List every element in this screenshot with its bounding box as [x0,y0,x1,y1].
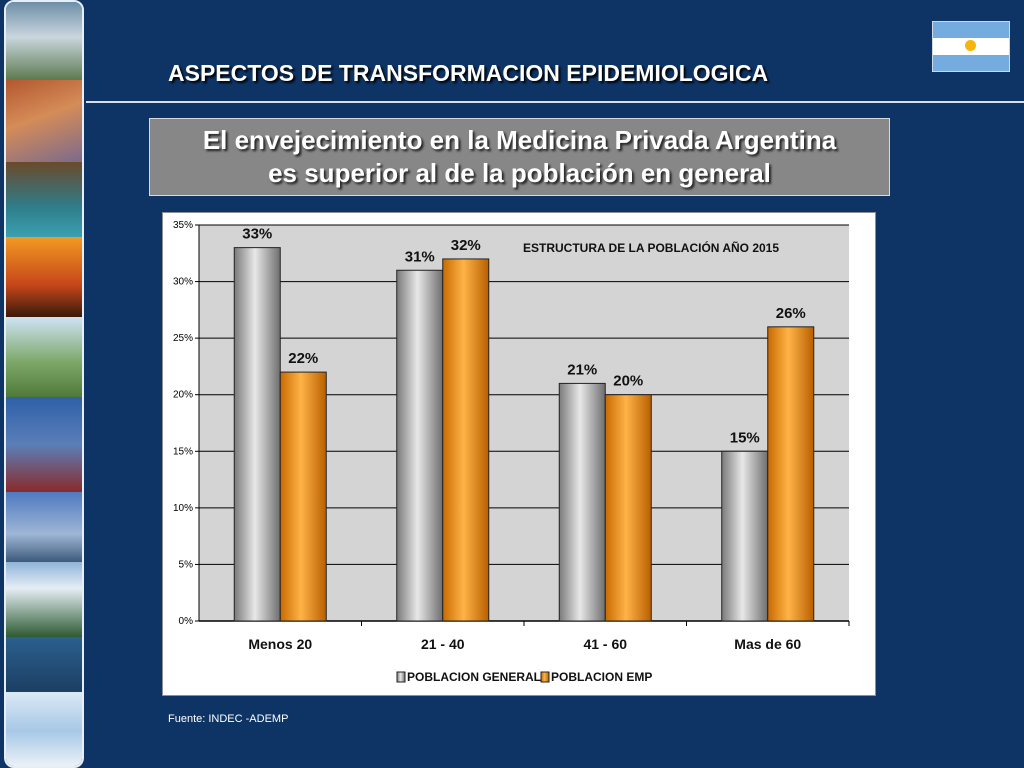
x-tick-label: 21 - 40 [421,636,465,652]
data-label: 32% [451,237,481,254]
y-tick-label: 35% [173,220,193,231]
data-label: 20% [613,373,643,390]
river-photo [6,162,82,237]
glacier-photo [6,692,82,766]
argentina-flag-icon [932,21,1010,72]
bar-poblacion-general [558,382,606,622]
data-label: 26% [776,305,806,322]
y-tick-label: 15% [173,446,193,457]
subtitle-box: El envejecimiento en la Medicina Privada… [149,118,890,196]
bar-poblacion-emp [767,326,815,622]
sun-icon [965,40,976,51]
data-label: 22% [288,350,318,367]
x-tick-label: Mas de 60 [734,636,801,652]
data-label: 21% [567,361,597,378]
y-tick-label: 5% [179,559,194,570]
source-note: Fuente: INDEC -ADEMP [168,713,289,725]
bar-chart: 0% 5% 10% 15% 20% 25% 30% 35% Menos 20 33% 22% 21 … [173,220,850,684]
bar-poblacion-general [233,247,281,622]
bar-poblacion-general [721,450,769,622]
data-label: 33% [242,226,272,243]
wetlands-photo [6,317,82,397]
legend-label: POBLACION GENERAL [407,670,541,684]
legend-swatch [540,671,550,683]
obelisk-tango-photo [6,397,82,492]
chart-panel: 0% 5% 10% 15% 20% 25% 30% 35% Menos 20 33% 22% 21 … [162,212,876,696]
y-tick-label: 0% [179,616,194,627]
y-tick-label: 20% [173,390,193,401]
x-tick-label: 41 - 60 [583,636,627,652]
subtitle-line-1: El envejecimiento en la Medicina Privada… [202,125,837,155]
chart-title: ESTRUCTURA DE LA POBLACIÓN AÑO 2015 [523,240,779,255]
city-photo [6,492,82,562]
section-title: ASPECTOS DE TRANSFORMACION EPIDEMIOLOGIC… [168,60,769,86]
y-tick-label: 25% [173,333,193,344]
photo-strip [4,0,84,768]
bar-poblacion-general [396,269,444,622]
header-divider [86,101,1024,103]
waterfall-photo [6,2,82,80]
x-tick-label: Menos 20 [248,636,312,652]
bar-poblacion-emp [279,371,327,622]
forest-lake-photo [6,562,82,637]
bar-poblacion-emp [442,258,490,622]
y-tick-label: 10% [173,503,193,514]
data-label: 31% [405,248,435,265]
legend-swatch [396,671,406,683]
data-label: 15% [730,429,760,446]
subtitle-line-2: es superior al de la población en genera… [268,158,771,188]
mountains-photo [6,80,82,162]
whale-photo [6,637,82,692]
bar-poblacion-emp [604,394,652,622]
legend-label: POBLACION EMP [551,670,652,684]
sunset-palms-photo [6,237,82,317]
y-tick-label: 30% [173,277,193,288]
